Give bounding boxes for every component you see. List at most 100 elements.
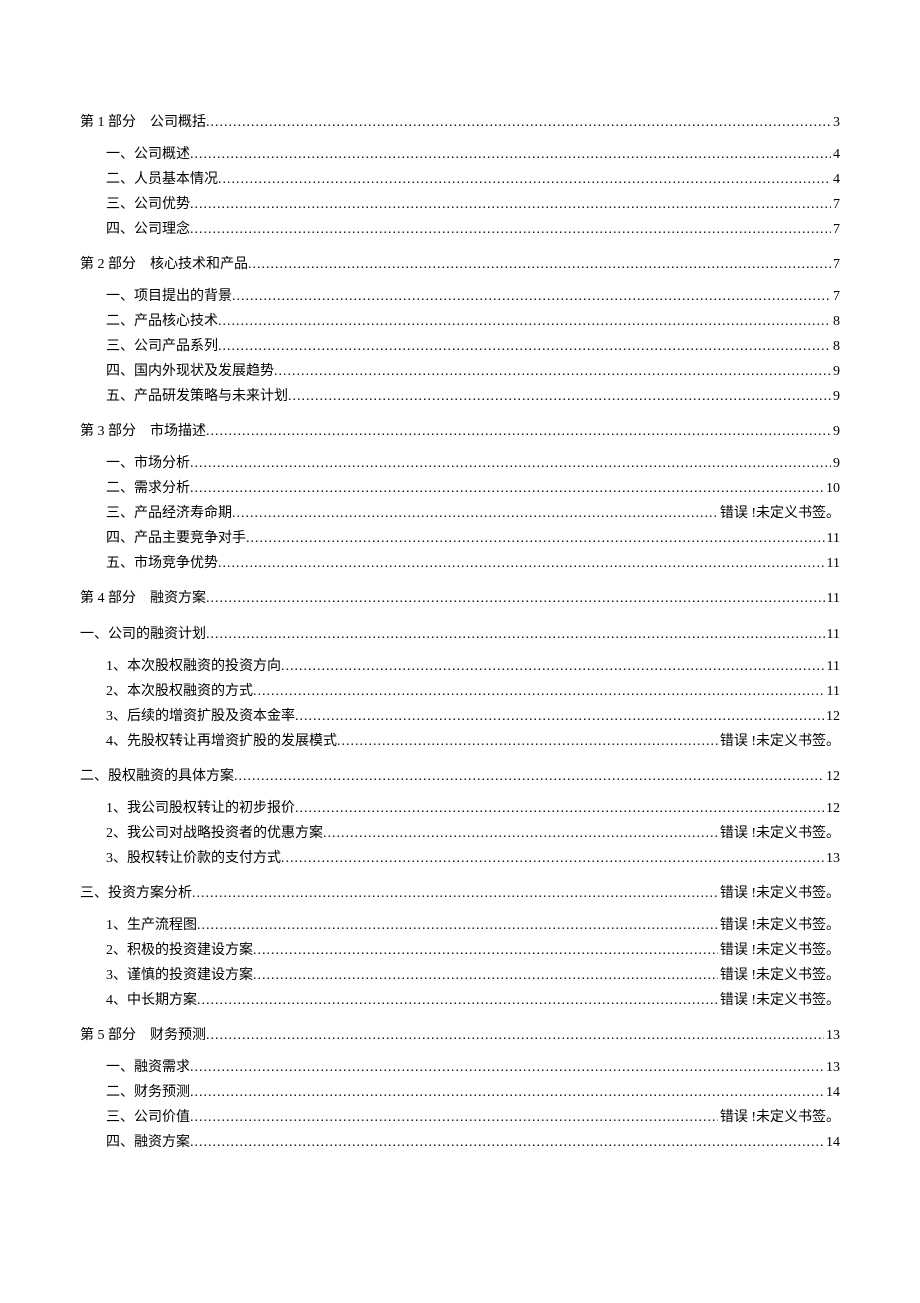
toc-entry[interactable]: 二、人员基本情况 4 [106,167,840,192]
toc-entry[interactable]: 2、积极的投资建设方案错误 !未定义书签。 [106,938,840,963]
toc-entry-label: 五、产品研发策略与未来计划 [106,384,288,409]
toc-entry[interactable]: 第 4 部分 融资方案11 [80,586,840,612]
toc-leader-dots [337,729,718,754]
toc-entry[interactable]: 一、项目提出的背景7 [106,284,840,309]
toc-entry[interactable]: 三、公司价值错误 !未定义书签。 [106,1105,840,1130]
toc-entry[interactable]: 二、股权融资的具体方案 12 [80,764,840,790]
toc-entry[interactable]: 第 5 部分 财务预测13 [80,1023,840,1049]
toc-leader-dots [190,451,831,476]
toc-entry-label: 第 2 部分 核心技术和产品 [80,252,248,278]
toc-entry-page: 11 [825,526,840,551]
toc-entry-page: 11 [825,622,840,648]
toc-entry-page: 14 [824,1080,840,1105]
toc-entry[interactable]: 三、公司产品系列8 [106,334,840,359]
toc-entry[interactable]: 2、我公司对战略投资者的优惠方案错误 !未定义书签。 [106,821,840,846]
toc-leader-dots [274,359,831,384]
toc-entry[interactable]: 一、融资需求 13 [106,1055,840,1080]
toc-entry[interactable]: 五、市场竞争优势 11 [106,551,840,576]
toc-entry[interactable]: 第 2 部分 核心技术和产品 7 [80,252,840,278]
toc-entry-label: 三、公司优势 [106,192,190,217]
toc-leader-dots [232,284,831,309]
toc-entry-page: 4 [831,167,840,192]
toc-entry-page: 错误 !未定义书签。 [718,1105,840,1130]
toc-entry[interactable]: 三、产品经济寿命期错误 !未定义书签。 [106,501,840,526]
toc-entry[interactable]: 3、股权转让价款的支付方式13 [106,846,840,871]
toc-entry-page: 9 [831,451,840,476]
toc-entry-page: 12 [824,796,840,821]
toc-entry-page: 3 [831,110,840,136]
toc-leader-dots [190,1130,824,1155]
toc-entry-label: 第 5 部分 财务预测 [80,1023,206,1049]
toc-leader-dots [190,142,831,167]
toc-entry-page: 7 [831,192,840,217]
toc-entry[interactable]: 四、融资方案14 [106,1130,840,1155]
toc-entry[interactable]: 3、谨慎的投资建设方案错误 !未定义书签。 [106,963,840,988]
toc-leader-dots [197,988,718,1013]
toc-leader-dots [190,1055,824,1080]
toc-entry-page: 8 [831,309,840,334]
toc-leader-dots [218,309,831,334]
toc-entry-page: 7 [831,252,840,278]
toc-entry[interactable]: 2、本次股权融资的方式11 [106,679,840,704]
toc-leader-dots [288,384,831,409]
toc-entry-page: 11 [825,551,840,576]
toc-entry-label: 三、投资方案分析 [80,881,192,907]
toc-leader-dots [206,1023,824,1049]
toc-leader-dots [190,192,831,217]
toc-entry[interactable]: 第 1 部分 公司概括3 [80,110,840,136]
toc-entry[interactable]: 四、国内外现状及发展趋势9 [106,359,840,384]
toc-leader-dots [281,846,824,871]
toc-entry[interactable]: 4、中长期方案错误 !未定义书签。 [106,988,840,1013]
toc-entry[interactable]: 三、投资方案分析 错误 !未定义书签。 [80,881,840,907]
toc-leader-dots [232,501,718,526]
toc-entry[interactable]: 二、需求分析10 [106,476,840,501]
toc-leader-dots [253,938,718,963]
toc-entry[interactable]: 一、市场分析9 [106,451,840,476]
toc-entry[interactable]: 四、公司理念7 [106,217,840,242]
toc-entry[interactable]: 4、先股权转让再增资扩股的发展模式 错误 !未定义书签。 [106,729,840,754]
toc-entry-label: 一、公司的融资计划 [80,622,206,648]
toc-entry-page: 13 [824,1055,840,1080]
toc-entry-page: 错误 !未定义书签。 [718,821,840,846]
toc-entry[interactable]: 1、本次股权融资的投资方向11 [106,654,840,679]
toc-entry-label: 第 3 部分 市场描述 [80,419,206,445]
toc-entry-label: 二、股权融资的具体方案 [80,764,234,790]
toc-leader-dots [197,913,718,938]
toc-leader-dots [234,764,824,790]
toc-leader-dots [192,881,718,907]
toc-entry-label: 一、公司概述 [106,142,190,167]
toc-entry-page: 错误 !未定义书签。 [718,501,840,526]
toc-entry-page: 错误 !未定义书签。 [718,881,840,907]
toc-entry-label: 五、市场竞争优势 [106,551,218,576]
toc-entry[interactable]: 一、公司概述4 [106,142,840,167]
toc-entry-label: 4、先股权转让再增资扩股的发展模式 [106,729,337,754]
toc-entry-label: 一、融资需求 [106,1055,190,1080]
toc-entry-page: 12 [824,764,840,790]
toc-entry[interactable]: 1、生产流程图错误 !未定义书签。 [106,913,840,938]
toc-leader-dots [206,586,825,612]
toc-entry[interactable]: 四、产品主要竞争对手11 [106,526,840,551]
toc-entry-page: 7 [831,217,840,242]
toc-entry-page: 错误 !未定义书签。 [718,938,840,963]
toc-entry[interactable]: 五、产品研发策略与未来计划9 [106,384,840,409]
toc-entry-label: 3、后续的增资扩股及资本金率 [106,704,295,729]
toc-entry[interactable]: 一、公司的融资计划 11 [80,622,840,648]
toc-entry-page: 错误 !未定义书签。 [718,963,840,988]
toc-entry[interactable]: 三、公司优势 7 [106,192,840,217]
toc-entry-page: 9 [831,359,840,384]
toc-leader-dots [323,821,718,846]
toc-entry-page: 10 [824,476,840,501]
toc-entry-page: 7 [831,284,840,309]
toc-entry-label: 2、本次股权融资的方式 [106,679,253,704]
toc-leader-dots [190,217,831,242]
toc-entry[interactable]: 3、后续的增资扩股及资本金率12 [106,704,840,729]
toc-entry[interactable]: 第 3 部分 市场描述9 [80,419,840,445]
toc-entry-page: 11 [825,586,840,612]
toc-entry-label: 二、人员基本情况 [106,167,218,192]
toc-entry-label: 二、财务预测 [106,1080,190,1105]
toc-entry-page: 错误 !未定义书签。 [718,988,840,1013]
toc-entry[interactable]: 二、财务预测 14 [106,1080,840,1105]
toc-entry-page: 错误 !未定义书签。 [718,729,840,754]
toc-entry[interactable]: 二、产品核心技术8 [106,309,840,334]
toc-entry[interactable]: 1、我公司股权转让的初步报价12 [106,796,840,821]
